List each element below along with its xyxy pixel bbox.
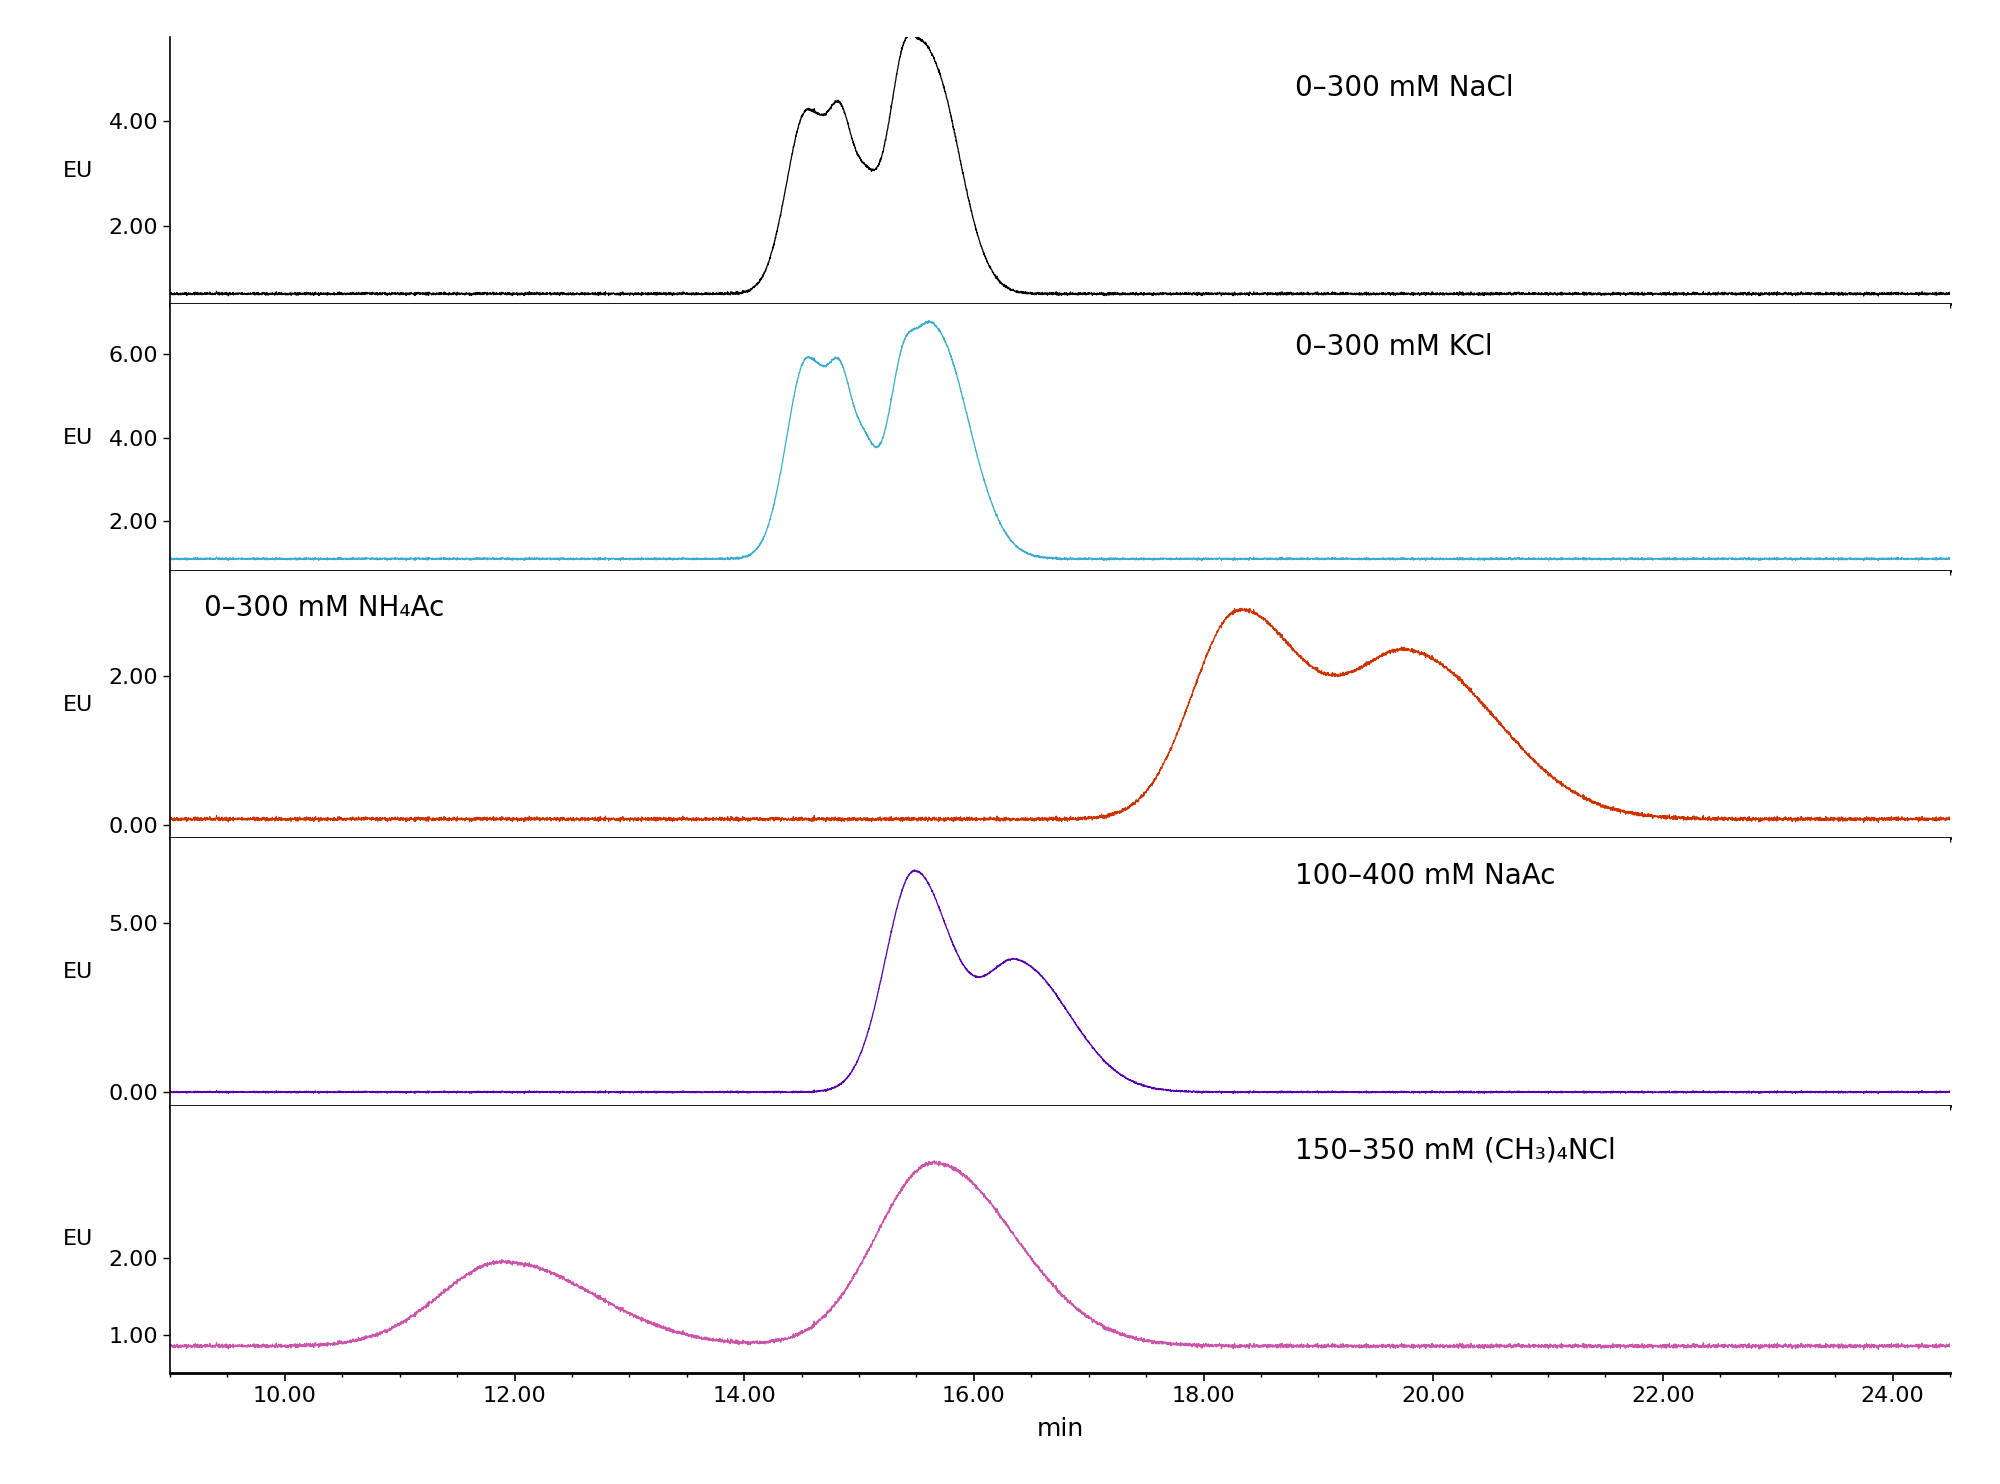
Y-axis label: EU: EU (62, 695, 94, 715)
X-axis label: min: min (1036, 1417, 1084, 1441)
Y-axis label: EU: EU (62, 962, 94, 982)
Text: 0–300 mM NH₄Ac: 0–300 mM NH₄Ac (204, 594, 444, 622)
Y-axis label: EU: EU (62, 160, 94, 181)
Text: 150–350 mM (CH₃)₄NCl: 150–350 mM (CH₃)₄NCl (1296, 1137, 1616, 1163)
Text: 0–300 mM NaCl: 0–300 mM NaCl (1296, 74, 1514, 102)
Text: 100–400 mM NaAc: 100–400 mM NaAc (1296, 862, 1556, 890)
Text: 0–300 mM KCl: 0–300 mM KCl (1296, 334, 1494, 362)
Y-axis label: EU: EU (62, 1229, 94, 1250)
Y-axis label: EU: EU (62, 427, 94, 448)
